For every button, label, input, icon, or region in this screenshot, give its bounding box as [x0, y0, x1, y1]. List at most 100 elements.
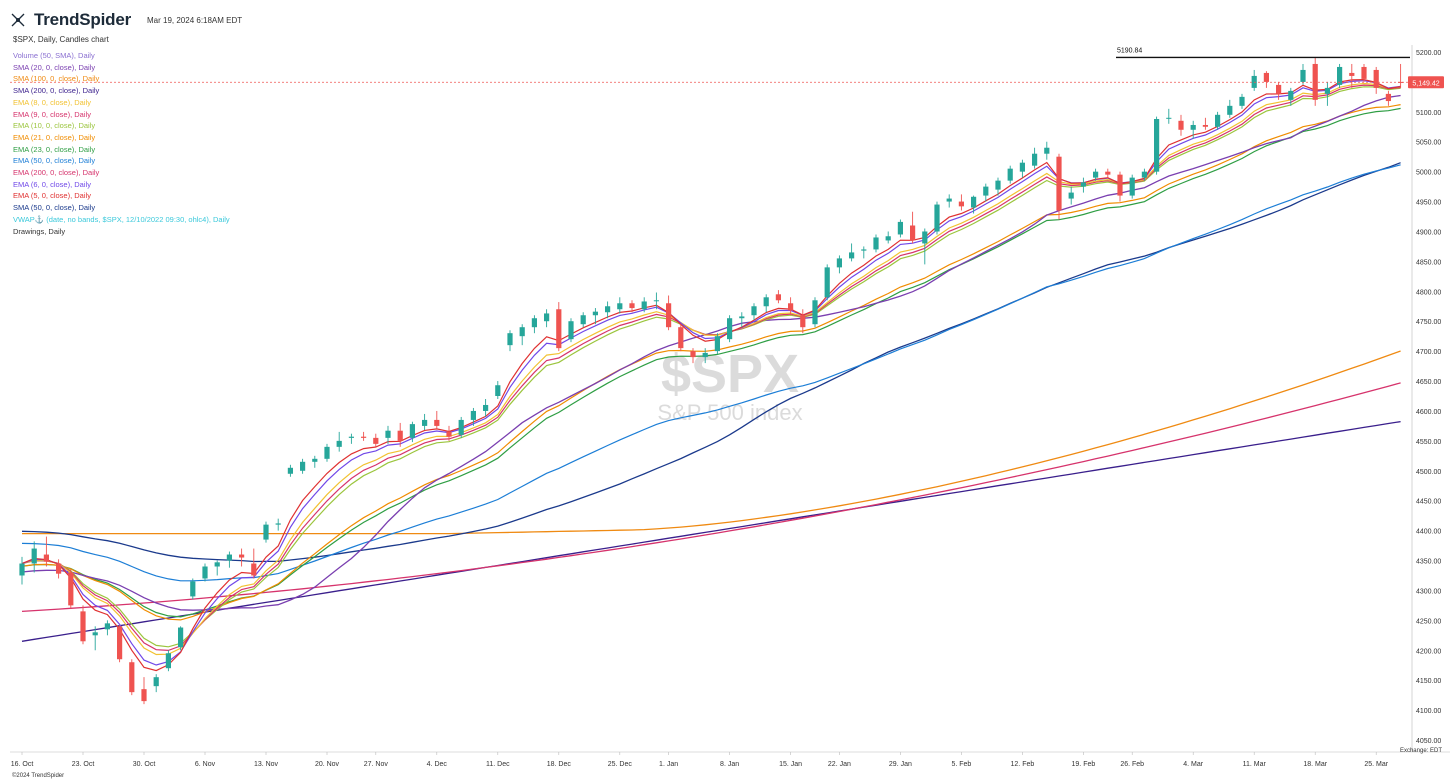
candle-body[interactable] — [214, 562, 220, 567]
candle-body[interactable] — [129, 662, 135, 693]
candle-body[interactable] — [775, 294, 781, 301]
candle-body[interactable] — [714, 336, 720, 352]
legend-item[interactable]: EMA (50, 0, close), Daily — [13, 156, 96, 166]
legend-item[interactable]: EMA (6, 0, close), Daily — [13, 179, 91, 189]
candle-body[interactable] — [1093, 171, 1099, 178]
candle-body[interactable] — [385, 430, 391, 438]
candle-body[interactable] — [373, 437, 379, 444]
candle-body[interactable] — [470, 410, 476, 420]
candle-body[interactable] — [1056, 156, 1062, 211]
candle-body[interactable] — [910, 225, 916, 241]
candle-body[interactable] — [251, 563, 257, 576]
candle-body[interactable] — [812, 300, 818, 325]
candle-body[interactable] — [971, 196, 977, 208]
candle-body[interactable] — [1349, 72, 1355, 76]
candle-body[interactable] — [873, 237, 879, 250]
candle-body[interactable] — [922, 231, 928, 244]
candle-body[interactable] — [885, 236, 891, 241]
candle-body[interactable] — [958, 201, 964, 207]
candle-body[interactable] — [1398, 81, 1404, 83]
candle-body[interactable] — [92, 632, 98, 636]
candle-body[interactable] — [104, 623, 110, 630]
candle-body[interactable] — [19, 563, 25, 576]
legend-item[interactable]: SMA (100, 0, close), Daily — [13, 74, 100, 84]
candle-body[interactable] — [348, 436, 354, 438]
candle-body[interactable] — [531, 318, 537, 328]
legend-item[interactable]: SMA (50, 0, close), Daily — [13, 203, 96, 213]
candle-body[interactable] — [836, 258, 842, 268]
candle-body[interactable] — [361, 436, 367, 438]
candle-body[interactable] — [1288, 90, 1294, 100]
candle-body[interactable] — [1117, 174, 1123, 196]
candle-body[interactable] — [141, 689, 147, 702]
candle-body[interactable] — [861, 249, 867, 251]
candle-body[interactable] — [190, 581, 196, 597]
candle-body[interactable] — [1190, 124, 1196, 130]
legend-item[interactable]: EMA (5, 0, close), Daily — [13, 191, 91, 201]
legend-item[interactable]: EMA (23, 0, close), Daily — [13, 144, 96, 154]
candle-body[interactable] — [336, 440, 342, 447]
legend-item[interactable]: EMA (8, 0, close), Daily — [13, 97, 91, 107]
candle-body[interactable] — [263, 524, 269, 540]
candle-body[interactable] — [153, 677, 159, 687]
candle-body[interactable] — [1202, 124, 1208, 127]
candle-body[interactable] — [995, 180, 1001, 190]
candle-body[interactable] — [324, 446, 330, 459]
candle-body[interactable] — [446, 431, 452, 437]
candle-body[interactable] — [1276, 84, 1282, 94]
candle-body[interactable] — [690, 351, 696, 358]
candle-body[interactable] — [434, 419, 440, 426]
candle-body[interactable] — [1361, 66, 1367, 79]
candle-body[interactable] — [629, 303, 635, 309]
candle-body[interactable] — [226, 554, 232, 561]
candle-body[interactable] — [1263, 72, 1269, 82]
candle-body[interactable] — [1337, 66, 1343, 85]
candle-body[interactable] — [409, 424, 415, 438]
candle-body[interactable] — [788, 303, 794, 311]
candle-body[interactable] — [897, 221, 903, 235]
candle-body[interactable] — [312, 458, 318, 462]
candle-body[interactable] — [1215, 114, 1221, 127]
candle-body[interactable] — [422, 419, 428, 426]
candle-body[interactable] — [165, 653, 171, 669]
candle-body[interactable] — [653, 300, 659, 302]
candle-body[interactable] — [80, 611, 86, 642]
candle-body[interactable] — [56, 563, 62, 574]
candle-body[interactable] — [617, 303, 623, 310]
candle-body[interactable] — [31, 548, 37, 564]
candle-body[interactable] — [727, 318, 733, 340]
candle-body[interactable] — [495, 385, 501, 396]
candle-body[interactable] — [1239, 96, 1245, 106]
candle-body[interactable] — [666, 303, 672, 328]
candle-body[interactable] — [507, 333, 513, 346]
candle-body[interactable] — [397, 430, 403, 441]
candle-body[interactable] — [556, 309, 562, 349]
legend-item[interactable]: Volume (50, SMA), Daily — [13, 51, 95, 60]
candle-body[interactable] — [1141, 171, 1147, 178]
candle-body[interactable] — [1166, 117, 1172, 119]
candle-body[interactable] — [287, 467, 293, 474]
candle-body[interactable] — [580, 315, 586, 325]
candle-body[interactable] — [1032, 153, 1038, 166]
candle-body[interactable] — [751, 306, 757, 316]
candle-body[interactable] — [568, 321, 574, 340]
candle-body[interactable] — [849, 252, 855, 259]
candle-body[interactable] — [1068, 192, 1074, 199]
legend-item[interactable]: VWAP⚓ (date, no bands, $SPX, 12/10/2022 … — [13, 214, 230, 224]
candle-body[interactable] — [800, 315, 806, 328]
candle-body[interactable] — [1385, 93, 1391, 102]
candle-body[interactable] — [239, 554, 245, 558]
candle-body[interactable] — [117, 626, 123, 660]
candle-body[interactable] — [641, 301, 647, 310]
legend-item[interactable]: SMA (20, 0, close), Daily — [13, 62, 96, 72]
legend-item[interactable]: Drawings, Daily — [13, 226, 66, 236]
candle-body[interactable] — [739, 316, 745, 319]
legend-item[interactable]: EMA (21, 0, close), Daily — [13, 132, 96, 142]
legend-item[interactable]: EMA (200, 0, close), Daily — [13, 168, 100, 178]
candle-body[interactable] — [1154, 119, 1160, 172]
candle-body[interactable] — [483, 404, 489, 411]
candle-body[interactable] — [544, 313, 550, 322]
candle-body[interactable] — [202, 566, 208, 579]
candle-body[interactable] — [1044, 147, 1050, 154]
